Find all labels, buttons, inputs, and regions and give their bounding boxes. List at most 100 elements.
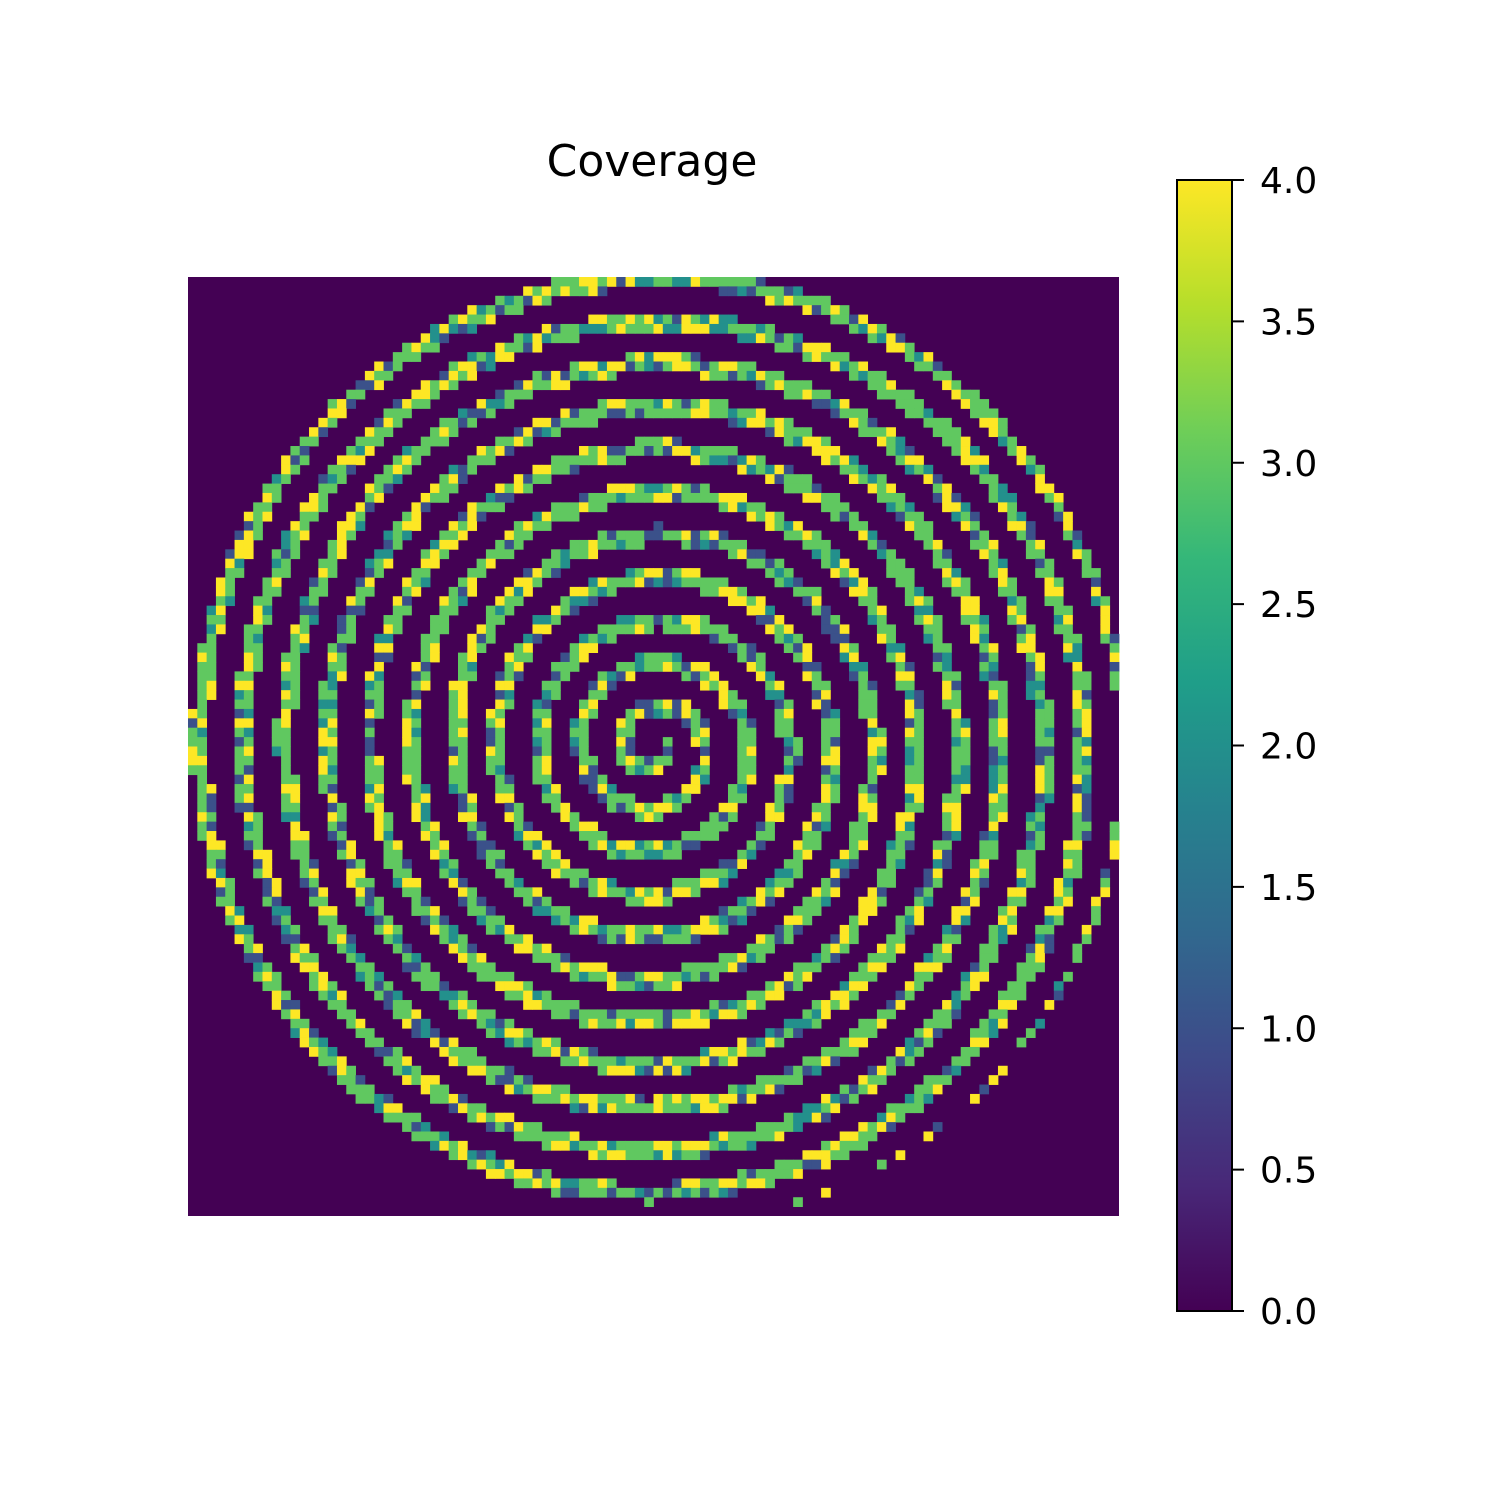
heatmap-cell: [579, 455, 589, 466]
heatmap-cell: [420, 661, 431, 672]
heatmap-cell: [942, 370, 952, 381]
heatmap-cell: [364, 492, 375, 503]
heatmap-cell: [597, 633, 608, 644]
colorbar-tick-label: 3.0: [1260, 444, 1317, 485]
heatmap-cell: [290, 943, 301, 954]
heatmap-cell: [523, 1122, 533, 1132]
heatmap-cell: [634, 277, 645, 287]
heatmap-cell: [467, 793, 478, 804]
heatmap-cell: [811, 671, 822, 682]
heatmap-cell: [672, 840, 682, 851]
heatmap-cell: [1100, 596, 1111, 607]
heatmap-cell: [1072, 549, 1083, 560]
heatmap-cell: [1035, 802, 1045, 813]
heatmap-cell: [467, 314, 478, 325]
heatmap-cell: [765, 1131, 775, 1142]
heatmap-cell: [504, 990, 515, 1001]
heatmap-cell: [243, 521, 254, 531]
heatmap-cell: [700, 1056, 710, 1067]
heatmap-cell: [895, 990, 906, 1001]
heatmap-cell: [579, 1009, 589, 1020]
heatmap-cell: [700, 1187, 710, 1198]
heatmap-cell: [1025, 633, 1036, 644]
heatmap-cell: [653, 981, 664, 992]
heatmap-cell: [430, 342, 440, 353]
heatmap-cell: [495, 690, 505, 700]
heatmap-cell: [783, 380, 794, 391]
heatmap-cell: [700, 680, 710, 691]
heatmap-cell: [504, 1018, 515, 1029]
heatmap-cell: [579, 502, 589, 513]
heatmap-cell: [448, 530, 459, 541]
heatmap-cell: [1044, 755, 1055, 766]
heatmap-cell: [672, 971, 682, 982]
heatmap-cell: [1081, 821, 1092, 832]
heatmap-cell: [290, 446, 301, 456]
heatmap-cell: [579, 286, 589, 297]
heatmap-cell: [392, 1046, 403, 1057]
heatmap-cell: [886, 1122, 896, 1132]
heatmap-cell: [653, 1018, 664, 1029]
heatmap-cell: [281, 661, 291, 672]
heatmap-cell: [579, 708, 589, 719]
heatmap-cell: [374, 417, 384, 428]
heatmap-cell: [1053, 511, 1064, 522]
heatmap-cell: [402, 887, 412, 898]
heatmap-cell: [467, 305, 478, 315]
heatmap-cell: [215, 868, 226, 879]
heatmap-cell: [988, 671, 999, 682]
heatmap-cell: [1063, 605, 1073, 616]
heatmap-cell: [904, 1037, 915, 1048]
heatmap-cell: [849, 859, 859, 869]
heatmap-cell: [327, 558, 338, 569]
heatmap-cell: [709, 1187, 720, 1198]
heatmap-cell: [867, 896, 878, 907]
heatmap-cell: [402, 953, 412, 963]
heatmap-cell: [495, 915, 505, 926]
heatmap-cell: [579, 1178, 589, 1189]
heatmap-cell: [886, 483, 896, 494]
heatmap-cell: [653, 483, 664, 494]
heatmap-cell: [253, 530, 263, 541]
heatmap-cell: [839, 1084, 850, 1095]
heatmap-cell: [821, 953, 831, 963]
heatmap-cell: [495, 389, 505, 400]
heatmap-cell: [541, 624, 552, 635]
heatmap-cell: [681, 793, 692, 804]
heatmap-cell: [709, 539, 720, 550]
heatmap-cell: [551, 464, 561, 475]
heatmap-cell: [346, 953, 356, 963]
heatmap-cell: [243, 812, 254, 823]
heatmap-cell: [392, 624, 403, 635]
heatmap-cell: [579, 971, 589, 982]
heatmap-cell: [988, 737, 999, 747]
heatmap-cell: [625, 971, 636, 982]
heatmap-cell: [830, 727, 841, 738]
heatmap-cell: [821, 446, 831, 456]
heatmap-cell: [821, 342, 831, 353]
heatmap-cell: [876, 943, 887, 954]
heatmap-cell: [876, 962, 887, 973]
heatmap-cell: [467, 887, 478, 898]
heatmap-cell: [299, 615, 310, 625]
heatmap-cell: [774, 295, 785, 306]
heatmap-cell: [541, 755, 552, 766]
heatmap-cell: [532, 1046, 543, 1057]
heatmap-cell: [867, 483, 878, 494]
heatmap-cell: [1025, 877, 1036, 888]
heatmap-cell: [951, 1000, 962, 1010]
heatmap-cell: [644, 896, 654, 907]
heatmap-cell: [485, 1159, 496, 1170]
heatmap-cell: [979, 615, 990, 625]
heatmap-cell: [727, 277, 738, 287]
heatmap-cell: [215, 849, 226, 860]
heatmap-cell: [811, 812, 822, 823]
heatmap-cell: [1109, 840, 1120, 851]
heatmap-cell: [392, 408, 403, 419]
heatmap-cell: [653, 1009, 664, 1020]
heatmap-cell: [579, 718, 589, 729]
heatmap-cell: [495, 765, 505, 776]
heatmap-cell: [644, 934, 654, 945]
heatmap-cell: [672, 568, 682, 578]
heatmap-cell: [765, 990, 775, 1001]
